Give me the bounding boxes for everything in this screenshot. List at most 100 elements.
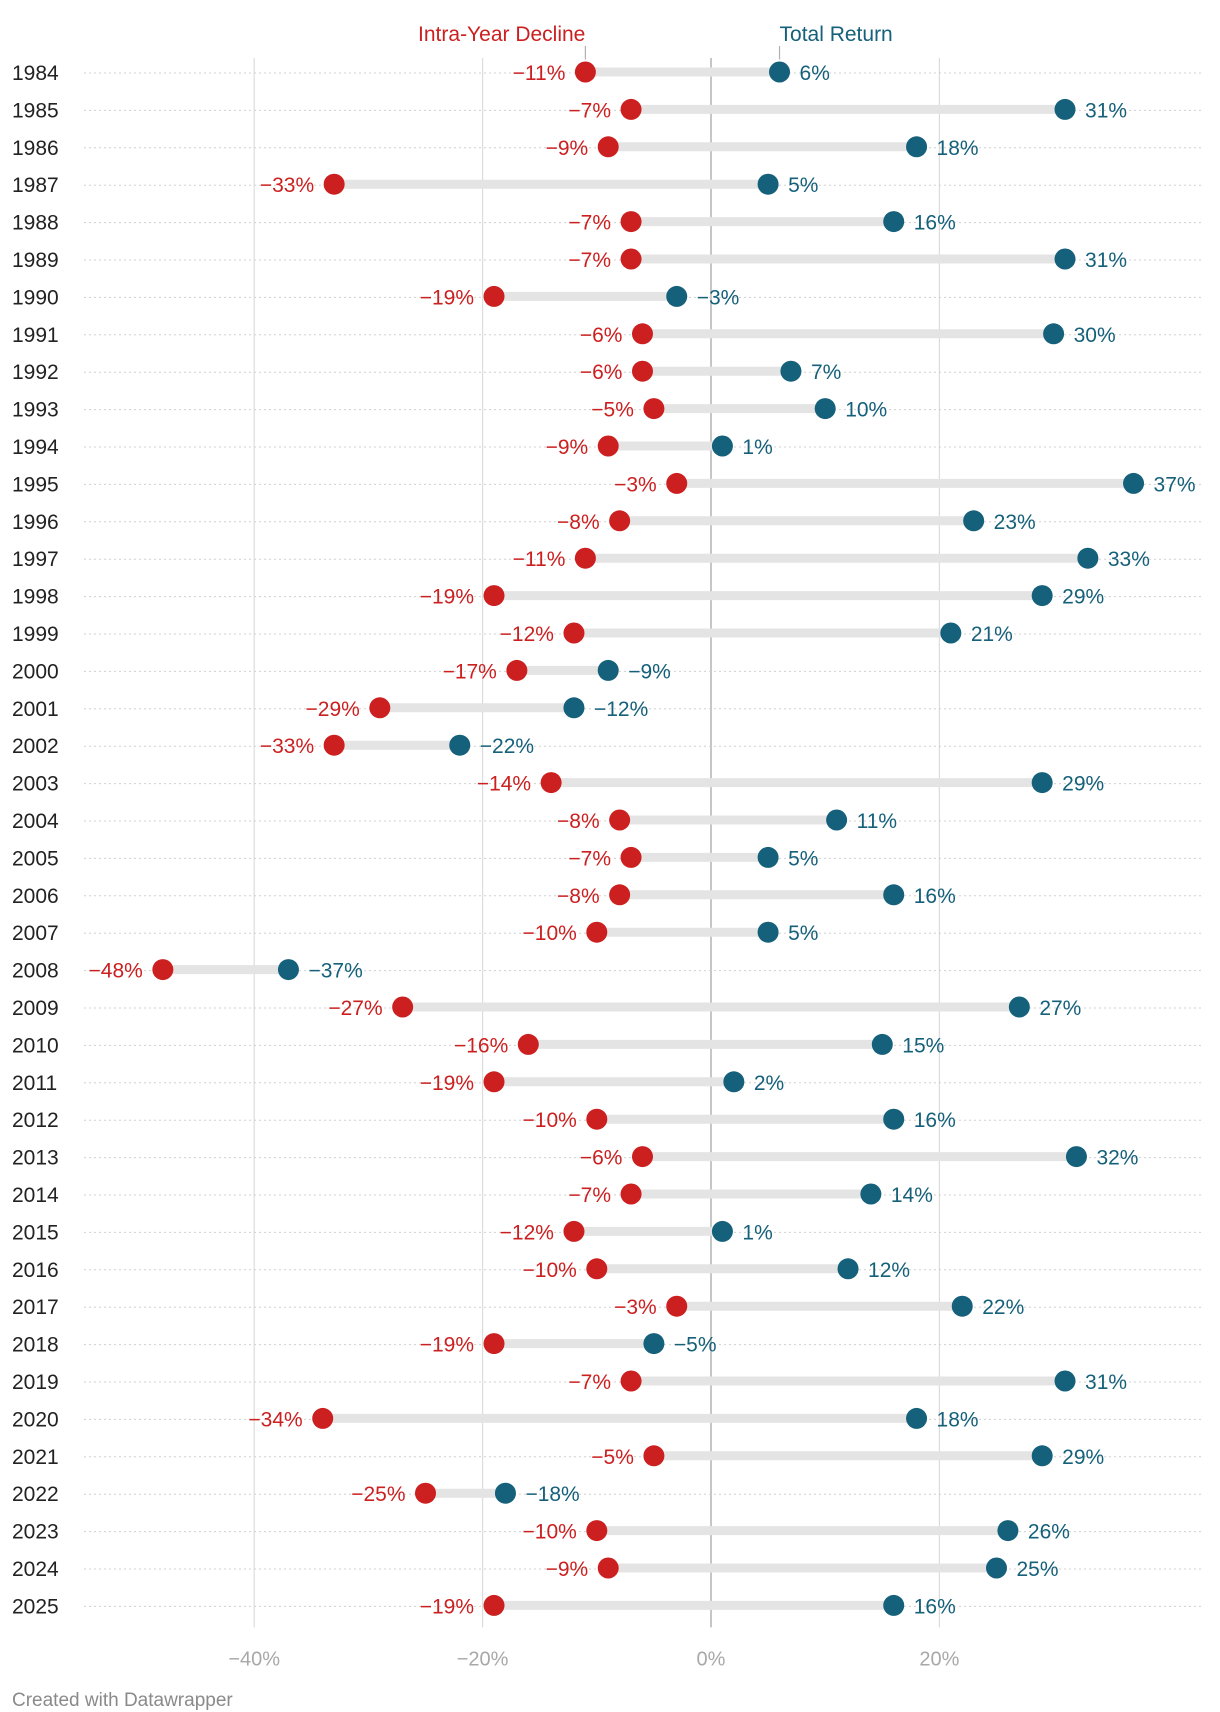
decline-dot[interactable] xyxy=(643,398,665,420)
decline-dot[interactable] xyxy=(574,547,596,569)
return-dot[interactable] xyxy=(597,659,619,681)
decline-dot[interactable] xyxy=(574,61,596,83)
decline-dot[interactable] xyxy=(563,622,585,644)
decline-dot[interactable] xyxy=(483,585,505,607)
return-dot[interactable] xyxy=(997,1520,1019,1542)
return-dot[interactable] xyxy=(906,136,928,158)
return-dot[interactable] xyxy=(780,360,802,382)
decline-dot[interactable] xyxy=(620,846,642,868)
return-dot[interactable] xyxy=(711,1220,733,1242)
decline-value-label: −8% xyxy=(557,810,600,833)
return-dot[interactable] xyxy=(449,734,471,756)
data-row: 2006 −8% 16% xyxy=(12,884,1204,908)
decline-dot[interactable] xyxy=(631,1146,653,1168)
return-dot[interactable] xyxy=(1031,772,1053,794)
decline-dot[interactable] xyxy=(597,1557,619,1579)
decline-dot[interactable] xyxy=(597,136,619,158)
return-value-label: 33% xyxy=(1108,548,1150,571)
decline-dot[interactable] xyxy=(609,510,631,532)
credit-text[interactable]: Created with Datawrapper xyxy=(12,1690,233,1711)
return-dot[interactable] xyxy=(906,1407,928,1429)
return-dot[interactable] xyxy=(757,846,779,868)
data-row: 2011 −19% 2% xyxy=(12,1071,1204,1095)
decline-dot[interactable] xyxy=(620,211,642,233)
return-dot[interactable] xyxy=(1031,1445,1053,1467)
decline-dot[interactable] xyxy=(312,1407,334,1429)
decline-dot[interactable] xyxy=(323,734,345,756)
year-label: 2024 xyxy=(12,1558,59,1581)
decline-dot[interactable] xyxy=(631,360,653,382)
data-row: 1995 −3% 37% xyxy=(12,472,1204,496)
return-dot[interactable] xyxy=(1054,98,1076,120)
return-dot[interactable] xyxy=(871,1033,893,1055)
return-dot[interactable] xyxy=(723,1071,745,1093)
decline-dot[interactable] xyxy=(392,996,414,1018)
return-dot[interactable] xyxy=(814,398,836,420)
decline-dot[interactable] xyxy=(620,1370,642,1392)
decline-dot[interactable] xyxy=(666,1295,688,1317)
return-dot[interactable] xyxy=(837,1258,859,1280)
return-dot[interactable] xyxy=(826,809,848,831)
decline-dot[interactable] xyxy=(597,435,619,457)
return-value-label: 5% xyxy=(788,174,818,197)
return-dot[interactable] xyxy=(1008,996,1030,1018)
decline-dot[interactable] xyxy=(369,697,391,719)
return-dot[interactable] xyxy=(666,285,688,307)
decline-dot[interactable] xyxy=(631,323,653,345)
decline-dot[interactable] xyxy=(620,248,642,270)
return-dot[interactable] xyxy=(1123,472,1145,494)
return-dot[interactable] xyxy=(1077,547,1099,569)
decline-dot[interactable] xyxy=(609,809,631,831)
return-dot[interactable] xyxy=(1054,1370,1076,1392)
return-dot[interactable] xyxy=(883,884,905,906)
decline-dot[interactable] xyxy=(586,1108,608,1130)
return-dot[interactable] xyxy=(963,510,985,532)
return-dot[interactable] xyxy=(277,959,299,981)
return-dot[interactable] xyxy=(940,622,962,644)
decline-dot[interactable] xyxy=(643,1445,665,1467)
year-label: 2009 xyxy=(12,997,59,1020)
decline-dot[interactable] xyxy=(586,1258,608,1280)
decline-dot[interactable] xyxy=(415,1482,436,1504)
return-value-label: 11% xyxy=(857,810,897,833)
decline-dot[interactable] xyxy=(620,98,642,120)
return-dot[interactable] xyxy=(757,921,779,943)
decline-dot[interactable] xyxy=(483,285,505,307)
return-dot[interactable] xyxy=(757,173,779,195)
return-dot[interactable] xyxy=(769,61,791,83)
return-value-label: 30% xyxy=(1074,324,1116,347)
return-dot[interactable] xyxy=(1054,248,1076,270)
decline-dot[interactable] xyxy=(540,772,562,794)
decline-dot[interactable] xyxy=(666,472,688,494)
decline-dot[interactable] xyxy=(609,884,631,906)
decline-dot[interactable] xyxy=(563,1220,585,1242)
return-dot[interactable] xyxy=(951,1295,973,1317)
return-dot[interactable] xyxy=(1065,1146,1087,1168)
return-dot[interactable] xyxy=(643,1333,665,1355)
return-dot[interactable] xyxy=(860,1183,882,1205)
year-label: 2012 xyxy=(12,1109,59,1132)
decline-dot[interactable] xyxy=(586,1520,608,1542)
decline-dot[interactable] xyxy=(483,1594,505,1616)
return-dot[interactable] xyxy=(883,1594,905,1616)
decline-dot[interactable] xyxy=(323,173,345,195)
decline-dot[interactable] xyxy=(586,921,608,943)
return-dot[interactable] xyxy=(883,211,905,233)
return-dot[interactable] xyxy=(494,1482,516,1504)
return-dot[interactable] xyxy=(1043,323,1065,345)
decline-dot[interactable] xyxy=(483,1333,505,1355)
legend-return: Total Return xyxy=(780,23,893,46)
decline-value-label: −11% xyxy=(513,548,566,571)
data-row: 1988 −7% 16% xyxy=(12,211,1204,235)
data-row: 2010 −16% 15% xyxy=(12,1033,1204,1057)
decline-dot[interactable] xyxy=(506,659,528,681)
return-dot[interactable] xyxy=(563,697,585,719)
return-dot[interactable] xyxy=(1031,585,1053,607)
decline-dot[interactable] xyxy=(152,959,174,981)
return-dot[interactable] xyxy=(883,1108,905,1130)
decline-dot[interactable] xyxy=(517,1033,539,1055)
return-dot[interactable] xyxy=(986,1557,1007,1579)
decline-dot[interactable] xyxy=(620,1183,642,1205)
decline-dot[interactable] xyxy=(483,1071,505,1093)
return-dot[interactable] xyxy=(711,435,733,457)
